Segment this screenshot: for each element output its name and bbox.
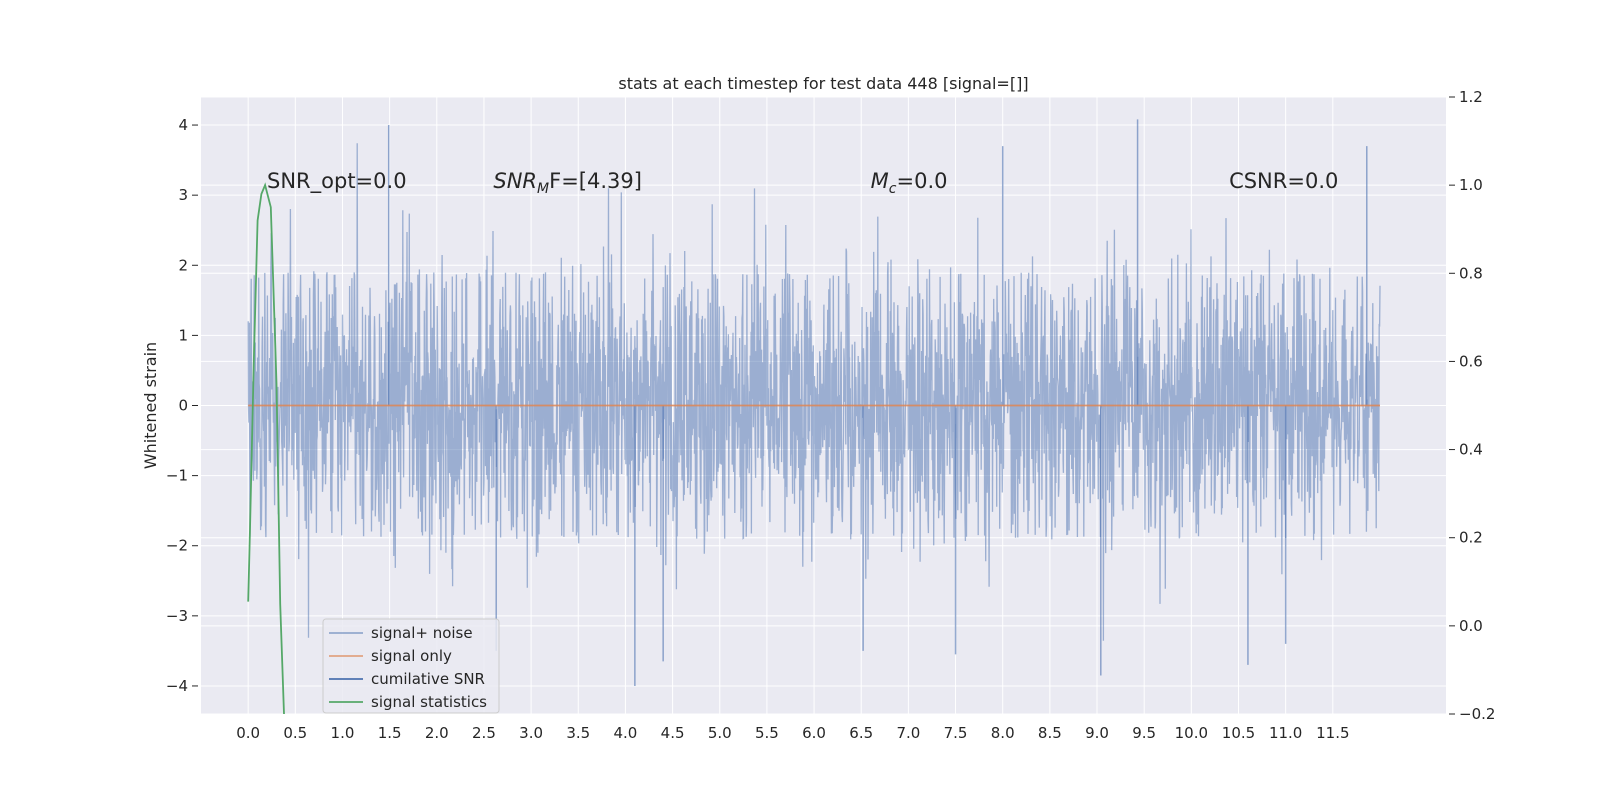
y-tick-label: 2: [178, 256, 188, 274]
series-line-3: [247, 182, 285, 714]
y-tick-label: 1: [178, 326, 188, 344]
annotation-text: SNRMF=[4.39]: [493, 169, 642, 197]
x-tick-label: 11.0: [1269, 724, 1302, 742]
chart-title: stats at each timestep for test data 448…: [618, 74, 1028, 93]
y-axis-title: Whitened strain: [141, 342, 160, 469]
x-tick-label: 10.0: [1175, 724, 1208, 742]
legend-label: cumilative SNR: [371, 670, 485, 688]
x-tick-label: 9.0: [1085, 724, 1109, 742]
y2-tick-label: 0.0: [1459, 617, 1483, 635]
y-tick-label: −4: [166, 677, 188, 695]
x-tick-label: 10.5: [1222, 724, 1255, 742]
annotation-text: SNR_opt=0.0: [267, 169, 407, 194]
legend-label: signal+ noise: [371, 624, 473, 642]
x-tick-label: 4.5: [661, 724, 685, 742]
y-tick-label: −1: [166, 467, 188, 485]
x-tick-label: 1.0: [331, 724, 355, 742]
x-tick-label: 1.5: [378, 724, 402, 742]
x-tick-label: 5.0: [708, 724, 732, 742]
x-tick-label: 11.5: [1316, 724, 1349, 742]
x-tick-label: 0.0: [236, 724, 260, 742]
x-tick-label: 3.5: [566, 724, 590, 742]
legend: signal+ noise signal only cumilative SNR si…: [322, 618, 500, 714]
series-signal-noise-line: [247, 143, 1381, 641]
x-tick-label: 5.5: [755, 724, 779, 742]
x-tick-label: 8.5: [1038, 724, 1062, 742]
legend-label: signal statistics: [371, 693, 487, 711]
x-tick-label: 3.0: [519, 724, 543, 742]
y-tick-label: 4: [178, 116, 188, 134]
series-layer: [247, 119, 1381, 714]
legend-box: [322, 618, 500, 714]
x-tick-label: 4.0: [614, 724, 638, 742]
x-tick-label: 8.0: [991, 724, 1015, 742]
y-tick-label: −3: [166, 607, 188, 625]
x-tick-label: 9.5: [1132, 724, 1156, 742]
plot-clip-group: [247, 119, 1381, 714]
y-tick-label: −2: [166, 537, 188, 555]
x-tick-label: 7.5: [944, 724, 968, 742]
y2-tick-label: −0.2: [1459, 705, 1495, 723]
y2-tick-label: 0.2: [1459, 529, 1483, 547]
annotation-text: CSNR=0.0: [1229, 169, 1338, 193]
x-tick-label: 2.0: [425, 724, 449, 742]
y-tick-label: 0: [178, 397, 188, 415]
x-tick-label: 7.0: [896, 724, 920, 742]
x-tick-label: 6.5: [849, 724, 873, 742]
y2-tick-label: 1.2: [1459, 88, 1483, 106]
annotation-text: Mc=0.0: [871, 169, 948, 197]
legend-label: signal only: [371, 647, 452, 665]
x-tick-label: 2.5: [472, 724, 496, 742]
y2-tick-label: 0.8: [1459, 264, 1483, 282]
y2-tick-label: 0.6: [1459, 352, 1483, 370]
y2-tick-label: 1.0: [1459, 176, 1483, 194]
y-tick-label: 3: [178, 186, 188, 204]
x-tick-label: 0.5: [283, 724, 307, 742]
annotations: SNR_opt=0.0 SNRMF=[4.39] Mc=0.0 CSNR=0.0: [267, 169, 1338, 197]
axes: 0.0 0.5 1.0 1.5 2.0 2.5 3.0 3.5 4.0 4.5 5.0 5.5 6.0 6…: [166, 88, 1496, 742]
y2-tick-label: 0.4: [1459, 441, 1483, 459]
x-tick-label: 6.0: [802, 724, 826, 742]
